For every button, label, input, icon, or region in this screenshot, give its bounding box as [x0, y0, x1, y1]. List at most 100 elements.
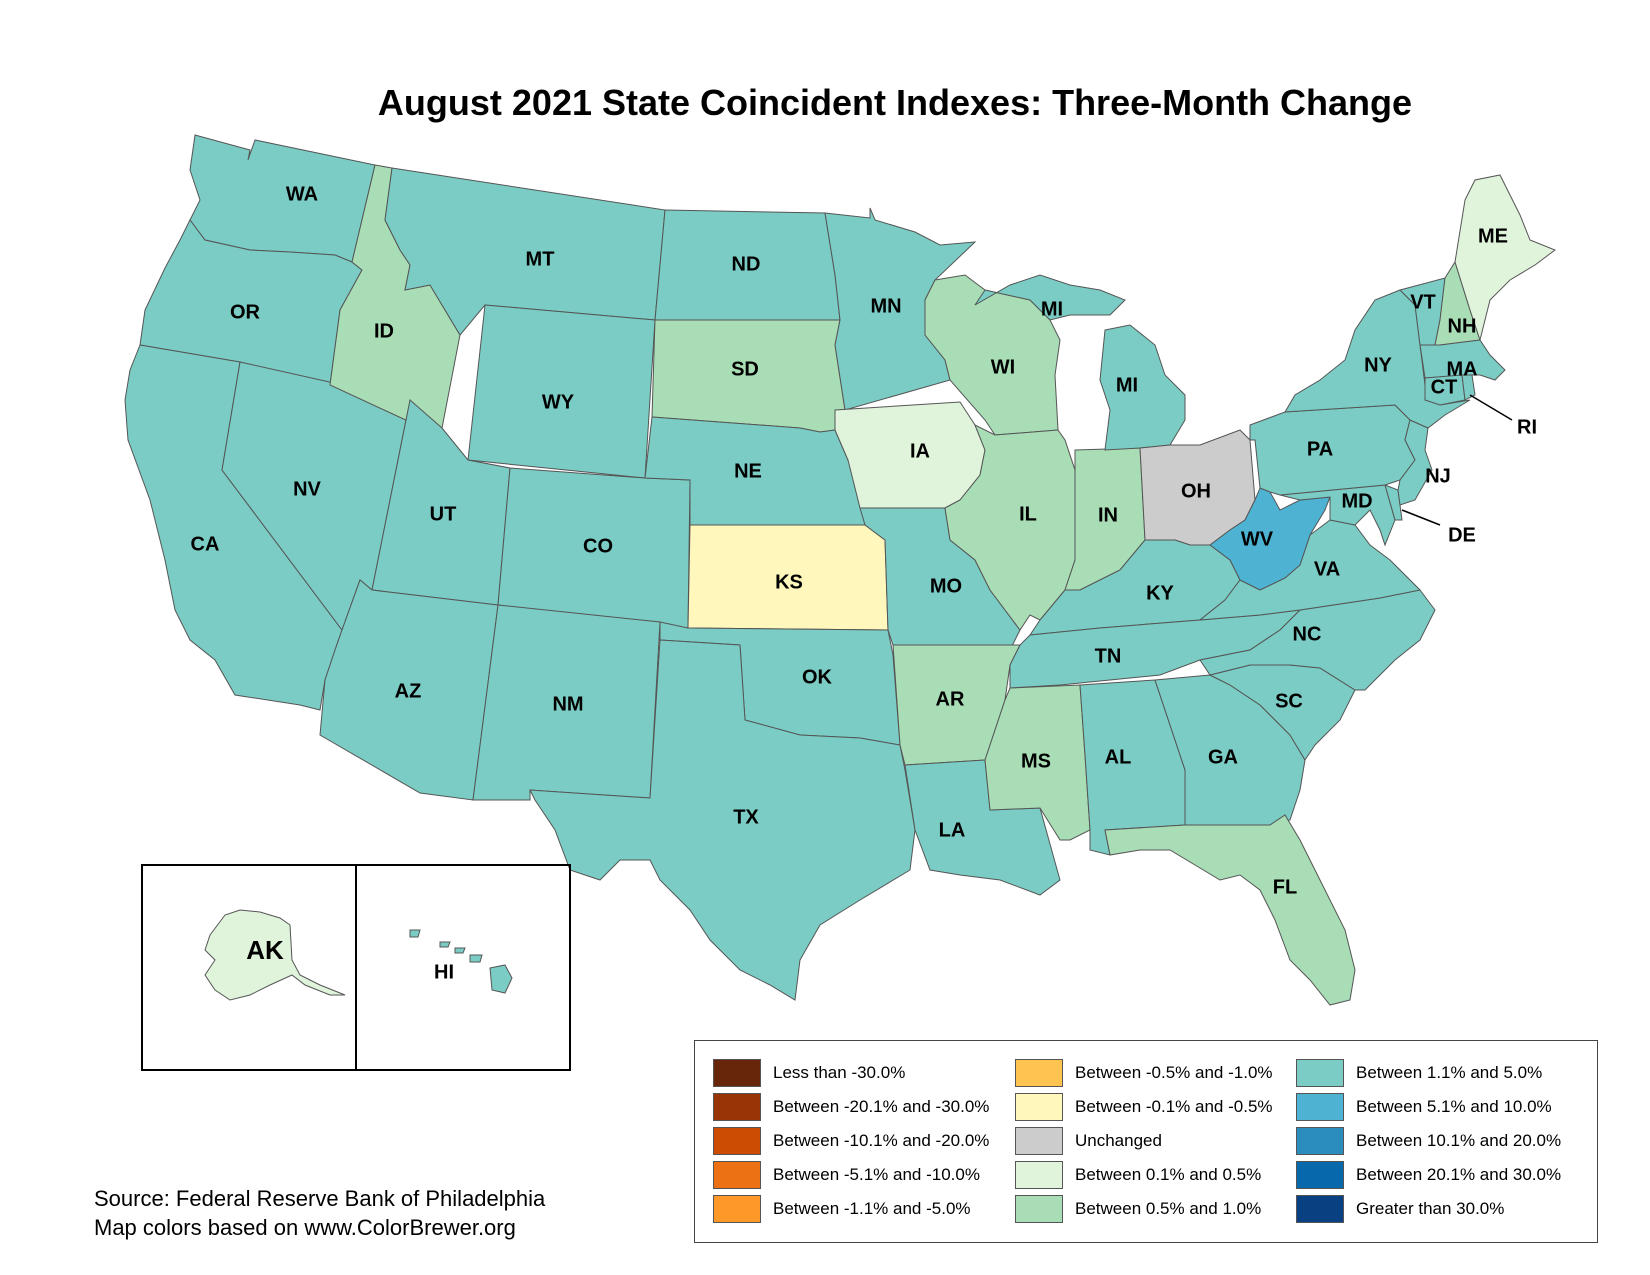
label-ky: KY	[1146, 582, 1174, 604]
label-ne: NE	[734, 460, 762, 482]
map-title: August 2021 State Coincident Indexes: Th…	[377, 82, 1413, 123]
state-ri[interactable]	[1461, 374, 1476, 401]
label-vt: VT	[1410, 291, 1436, 313]
legend-item: Between -10.1% and -20.0%	[713, 1127, 989, 1155]
legend-item: Unchanged	[1015, 1127, 1162, 1155]
label-oh: OH	[1181, 480, 1211, 502]
legend-label: Between 1.1% and 5.0%	[1356, 1063, 1543, 1082]
legend-swatch	[713, 1195, 761, 1223]
colorbrewer-note: Map colors based on www.ColorBrewer.org	[94, 1215, 516, 1240]
label-nv: NV	[293, 478, 321, 500]
label-sd: SD	[731, 358, 759, 380]
label-ri: RI	[1517, 416, 1537, 438]
legend-swatch	[1296, 1127, 1344, 1155]
label-nj: NJ	[1425, 465, 1451, 487]
label-ca: CA	[191, 533, 220, 555]
legend-label: Between -1.1% and -5.0%	[773, 1199, 971, 1218]
label-co: CO	[583, 535, 613, 557]
label-al: AL	[1105, 746, 1132, 768]
legend-item: Between -0.5% and -1.0%	[1015, 1059, 1273, 1087]
legend-item: Between -20.1% and -30.0%	[713, 1093, 989, 1121]
legend-swatch	[1296, 1059, 1344, 1087]
label-me: ME	[1478, 225, 1508, 247]
legend-label: Between -5.1% and -10.0%	[773, 1165, 980, 1184]
state-de[interactable]	[1384, 484, 1403, 521]
state-nc[interactable]	[1199, 589, 1436, 691]
state-ak[interactable]	[204, 909, 346, 1001]
label-mi-upper: MI	[1041, 298, 1063, 320]
label-ok: OK	[802, 666, 833, 688]
label-nm: NM	[552, 693, 583, 715]
label-ak: AK	[246, 935, 284, 965]
legend-swatch	[1015, 1161, 1063, 1189]
state-mi-upper[interactable]	[974, 274, 1126, 321]
legend-swatch	[1015, 1127, 1063, 1155]
label-va: VA	[1314, 558, 1340, 580]
label-wy: WY	[542, 391, 575, 413]
legend-swatch	[1015, 1093, 1063, 1121]
label-ma: MA	[1446, 358, 1477, 380]
legend-swatch	[1296, 1195, 1344, 1223]
legend-label: Between 0.5% and 1.0%	[1075, 1199, 1262, 1218]
legend-swatch	[1015, 1059, 1063, 1087]
label-md: MD	[1341, 490, 1372, 512]
label-sc: SC	[1275, 690, 1303, 712]
ri-leader-line	[1469, 394, 1513, 421]
label-de: DE	[1448, 524, 1476, 546]
legend-label: Between 10.1% and 20.0%	[1356, 1131, 1562, 1150]
state-mi[interactable]	[1099, 324, 1186, 451]
label-nh: NH	[1448, 315, 1477, 337]
label-fl: FL	[1273, 876, 1297, 898]
label-id: ID	[374, 320, 394, 342]
legend-label: Between -20.1% and -30.0%	[773, 1097, 990, 1116]
state-nj[interactable]	[1397, 419, 1433, 506]
label-ga: GA	[1208, 746, 1238, 768]
legend-label: Between -0.1% and -0.5%	[1075, 1097, 1273, 1116]
legend-item: Between 20.1% and 30.0%	[1296, 1161, 1561, 1189]
legend-swatch	[1296, 1161, 1344, 1189]
label-tx: TX	[733, 806, 759, 828]
label-ny: NY	[1364, 354, 1392, 376]
legend-swatch	[1015, 1195, 1063, 1223]
label-tn: TN	[1095, 645, 1122, 667]
label-mt: MT	[526, 248, 555, 270]
legend-swatch	[1296, 1093, 1344, 1121]
legend-label: Between 5.1% and 10.0%	[1356, 1097, 1552, 1116]
legend-item: Between -1.1% and -5.0%	[713, 1195, 971, 1223]
label-az: AZ	[395, 680, 422, 702]
legend-item: Greater than 30.0%	[1296, 1195, 1504, 1223]
label-pa: PA	[1307, 438, 1333, 460]
label-la: LA	[939, 819, 966, 841]
legend-item: Between -0.1% and -0.5%	[1015, 1093, 1273, 1121]
legend-label: Between 20.1% and 30.0%	[1356, 1165, 1562, 1184]
state-tx[interactable]	[529, 639, 916, 1001]
label-hi: HI	[434, 961, 454, 983]
legend-label: Between -0.5% and -1.0%	[1075, 1063, 1273, 1082]
legend-item: Between 0.5% and 1.0%	[1015, 1195, 1261, 1223]
state-ct[interactable]	[1424, 374, 1466, 406]
label-il: IL	[1019, 503, 1037, 525]
legend-label: Less than -30.0%	[773, 1063, 906, 1082]
label-ct: CT	[1431, 376, 1458, 398]
legend-label: Between 0.1% and 0.5%	[1075, 1165, 1262, 1184]
legend-swatch	[713, 1161, 761, 1189]
legend-item: Between -5.1% and -10.0%	[713, 1161, 980, 1189]
label-nc: NC	[1293, 623, 1322, 645]
legend-swatch	[713, 1093, 761, 1121]
legend-label: Unchanged	[1075, 1131, 1162, 1150]
state-fl[interactable]	[1104, 814, 1356, 1006]
label-ks: KS	[775, 571, 803, 593]
legend-item: Between 5.1% and 10.0%	[1296, 1093, 1552, 1121]
label-ms: MS	[1021, 750, 1051, 772]
label-ut: UT	[430, 503, 457, 525]
label-mi: MI	[1116, 374, 1138, 396]
label-ia: IA	[910, 440, 930, 462]
legend-swatch	[713, 1127, 761, 1155]
label-wa: WA	[286, 183, 318, 205]
legend-item: Between 0.1% and 0.5%	[1015, 1161, 1261, 1189]
label-mo: MO	[930, 575, 962, 597]
legend: Less than -30.0% Between -20.1% and -30.…	[694, 1040, 1598, 1243]
label-nd: ND	[732, 253, 761, 275]
state-hi[interactable]	[409, 929, 513, 994]
